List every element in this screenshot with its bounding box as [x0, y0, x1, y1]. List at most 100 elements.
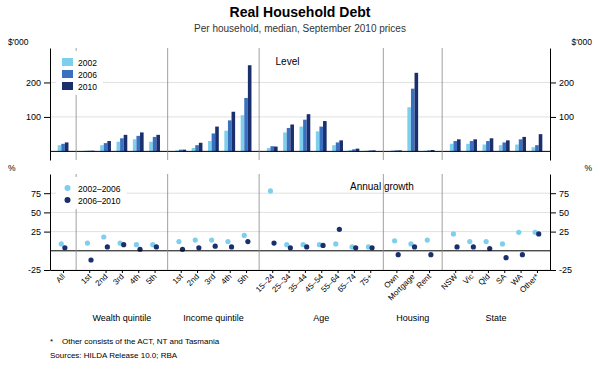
tick-label: 2nd — [185, 272, 201, 288]
tick-mark — [396, 270, 397, 273]
dot — [428, 252, 433, 257]
tick-mark — [44, 270, 50, 271]
dot — [271, 241, 276, 246]
dot — [454, 244, 459, 249]
group-divider — [442, 174, 443, 270]
grid-line — [50, 82, 550, 83]
tick-mark — [138, 270, 139, 273]
bar — [290, 125, 294, 152]
x-axis: All1st2nd3rd4th5th1st2nd3rd4th5th15–2425… — [51, 270, 551, 302]
dot — [425, 237, 430, 242]
legend-swatch — [62, 70, 73, 78]
tick-label: 1st — [79, 272, 93, 286]
tick-mark — [305, 270, 306, 273]
group-label: Age — [313, 313, 329, 323]
y-axis: 100200 — [26, 49, 51, 161]
bar — [316, 131, 320, 151]
bar — [248, 65, 252, 151]
bar — [136, 136, 140, 152]
bar — [124, 135, 128, 152]
dot — [369, 245, 374, 250]
dot — [268, 188, 273, 193]
tick-mark — [429, 270, 430, 273]
dot — [288, 245, 293, 250]
bar — [117, 142, 121, 152]
dot — [176, 239, 181, 244]
tick-label: NSW — [440, 272, 460, 292]
tick: 5th — [144, 270, 158, 286]
tick: 50 — [31, 208, 50, 218]
tick-label: Qld — [477, 272, 492, 287]
tick-mark — [197, 270, 198, 273]
tick-mark — [413, 270, 414, 273]
tick-label: 3rd — [203, 272, 218, 287]
tick-label: 2nd — [94, 272, 110, 288]
tick: 3rd — [111, 270, 126, 287]
bar — [140, 132, 144, 151]
bar — [232, 112, 236, 152]
tick-mark — [89, 270, 90, 273]
bar — [490, 138, 494, 151]
tick-mark — [106, 270, 107, 273]
tick-label: Rent — [415, 272, 434, 291]
bar — [457, 139, 461, 151]
bar — [156, 135, 160, 152]
chart: Real Household DebtPer household, median… — [0, 0, 600, 370]
tick-mark — [338, 270, 339, 273]
tick-label: 1st — [171, 272, 185, 286]
bar — [208, 141, 212, 151]
bar — [339, 140, 343, 151]
bar — [466, 144, 470, 152]
dot — [337, 227, 342, 232]
tick-mark — [272, 270, 273, 273]
tick: 1st — [79, 270, 93, 286]
bar — [323, 121, 327, 151]
tick: 3rd — [203, 270, 218, 287]
y2-axis: 100200 — [550, 49, 574, 161]
zero-line — [50, 151, 550, 152]
dot — [154, 244, 159, 249]
marks — [58, 65, 543, 151]
dot — [516, 230, 521, 235]
legend-label: 2002–2006 — [78, 184, 121, 194]
bar — [415, 73, 419, 152]
tick-mark — [181, 270, 182, 273]
zero-line — [50, 250, 550, 251]
tick: 25 — [550, 227, 569, 237]
dot — [213, 244, 218, 249]
tick-label: 75+ — [358, 272, 374, 288]
tick-mark — [44, 232, 50, 233]
bar — [303, 120, 307, 152]
bar — [473, 139, 477, 151]
y-axis-label: % — [8, 163, 16, 173]
legend-swatch — [62, 82, 73, 90]
tick: 100 — [550, 112, 574, 122]
bar — [241, 115, 245, 151]
legend-label: 2006–2010 — [78, 196, 121, 206]
legend-swatch — [62, 58, 73, 66]
group-label: Income quintile — [183, 313, 244, 323]
title: Real Household Debt — [230, 4, 371, 20]
dot — [225, 239, 230, 244]
bar — [336, 142, 340, 151]
tick: 4th — [128, 270, 142, 286]
tick-label: -25 — [559, 265, 572, 275]
marks — [59, 188, 542, 262]
legend-background — [56, 177, 127, 209]
tick-label: 4th — [128, 272, 142, 286]
tick: 25 — [31, 227, 50, 237]
tick-mark — [63, 270, 64, 273]
tick-mark — [44, 82, 50, 83]
panel-label: Level — [276, 56, 300, 67]
dot — [85, 241, 90, 246]
dot — [353, 245, 358, 250]
bar — [192, 148, 196, 151]
bar — [506, 140, 510, 151]
tick-mark — [44, 193, 50, 194]
tick: 2nd — [185, 270, 201, 288]
y2-axis-label: $'000 — [571, 37, 592, 47]
group-label: Housing — [396, 313, 429, 323]
dot — [333, 241, 338, 246]
bar — [539, 134, 543, 151]
bar — [470, 141, 474, 151]
